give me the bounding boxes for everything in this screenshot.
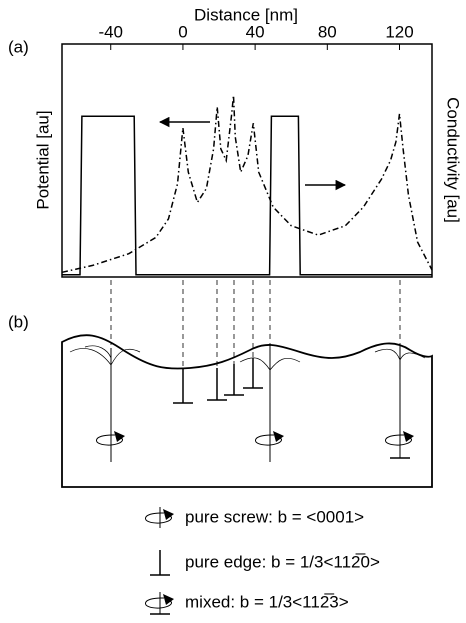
panel-label: (a): [8, 37, 29, 56]
screw-loop: [255, 434, 283, 446]
series-line: [62, 115, 432, 276]
x-tick-label: 120: [385, 22, 413, 41]
panel-b: [61, 334, 433, 488]
y-axis-title: Potential [au]: [33, 110, 52, 209]
x-tick-label: 0: [178, 22, 187, 41]
legend-symbols: [150, 507, 170, 615]
screw-arrow: [114, 431, 125, 442]
screw-symbols: [96, 431, 414, 609]
screw-arrow: [163, 509, 174, 520]
screw-arrow: [273, 431, 284, 442]
legend-text: mixed: b = 1/3<112̅3>: [185, 592, 349, 611]
panel-label: (b): [8, 312, 29, 331]
x-tick-label: 40: [246, 22, 265, 41]
x-tick-label: 80: [318, 22, 337, 41]
legend-text: pure edge: b = 1/3<112̅0>: [185, 552, 380, 571]
x-tick-label: -40: [98, 22, 123, 41]
screw-arrow: [403, 431, 414, 442]
connector-lines: [110, 280, 401, 370]
series-line: [61, 95, 433, 274]
y2-axis-title: Conductivity [au]: [444, 97, 463, 223]
x-axis-title: Distance [nm]: [194, 5, 298, 24]
screw-loop: [96, 434, 124, 446]
plot-frame: [61, 43, 433, 278]
legend-text: pure screw: b = <0001>: [185, 507, 364, 526]
screw-arrow: [163, 594, 174, 605]
screw-loop: [385, 434, 413, 446]
